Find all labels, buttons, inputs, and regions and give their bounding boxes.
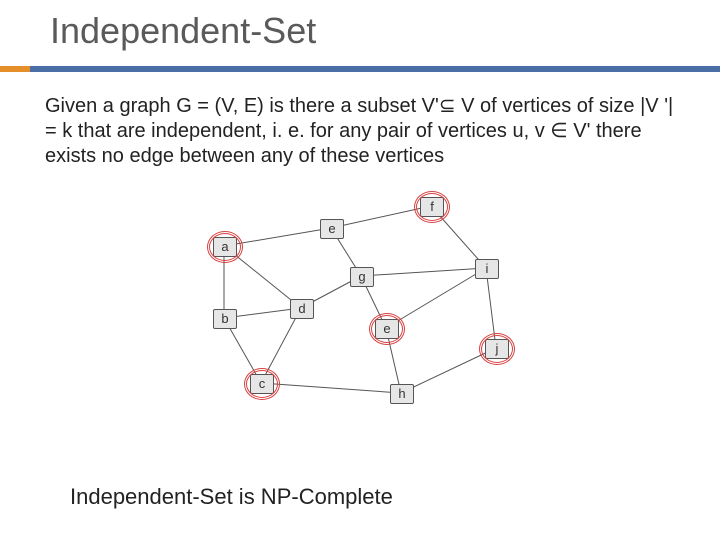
title-rule <box>0 66 720 72</box>
graph-diagram: abcdegehfij <box>195 189 525 404</box>
rule-accent-right <box>30 66 720 72</box>
independent-ring-inner-a <box>209 233 241 261</box>
graph-node-i: i <box>475 259 499 279</box>
independent-ring-inner-j <box>481 335 513 363</box>
independent-ring-inner-e2 <box>371 315 403 343</box>
independent-ring-inner-f <box>416 193 448 221</box>
page-title: Independent-Set <box>50 10 690 52</box>
graph-node-b: b <box>213 309 237 329</box>
conclusion-text: Independent-Set is NP-Complete <box>70 484 393 510</box>
graph-node-g: g <box>350 267 374 287</box>
graph-node-e1: e <box>320 219 344 239</box>
independent-ring-inner-c <box>246 370 278 398</box>
graph-node-h: h <box>390 384 414 404</box>
definition-text: Given a graph G = (V, E) is there a subs… <box>0 72 720 169</box>
rule-accent-left <box>0 66 30 72</box>
graph-node-d: d <box>290 299 314 319</box>
